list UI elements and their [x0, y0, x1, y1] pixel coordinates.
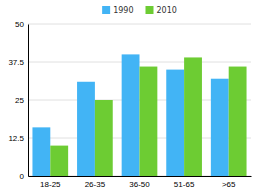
x-tick-label: >65: [222, 180, 236, 189]
y-tick: 12.5: [8, 134, 28, 143]
x-tick-label: 36-50: [129, 180, 150, 189]
x-tick: 18-25: [40, 180, 61, 189]
bars: [32, 54, 246, 176]
legend: 1990 2010: [102, 6, 177, 15]
bar-series: [32, 54, 228, 176]
legend-swatch: [146, 6, 154, 14]
x-axis: 18-25 26-35 36-50 51-65 >65: [29, 177, 252, 189]
bar: [229, 67, 247, 176]
bar: [50, 146, 68, 176]
legend-swatch: [102, 6, 110, 14]
grid-line: [28, 24, 251, 25]
legend-item: 1990: [102, 6, 133, 15]
legend-label: 2010: [157, 6, 177, 15]
bar: [77, 82, 95, 176]
x-tick: 26-35: [85, 180, 106, 189]
x-axis-line: [29, 176, 252, 177]
bar: [211, 79, 229, 176]
legend-label: 1990: [113, 6, 133, 15]
legend-item: 2010: [146, 6, 177, 15]
y-axis: 0 12.5 25 37.5 50: [8, 20, 28, 181]
x-tick-label: 26-35: [85, 180, 106, 189]
y-tick-label: 25: [15, 96, 24, 105]
x-tick-label: 51-65: [174, 180, 195, 189]
x-tick: 51-65: [174, 180, 195, 189]
bar: [95, 100, 113, 176]
x-tick-label: 18-25: [40, 180, 61, 189]
bar: [184, 57, 202, 176]
bar-series: [50, 57, 246, 176]
bar: [32, 127, 50, 176]
y-tick-label: 0: [20, 172, 25, 181]
y-tick: 50: [15, 20, 28, 29]
chart: 0 12.5 25 37.5 50 18-25 26-35 36-50 51-65 >65 1990…: [0, 0, 259, 194]
y-tick: 37.5: [8, 58, 28, 67]
bar: [140, 67, 158, 176]
x-tick: >65: [222, 180, 236, 189]
y-tick-label: 50: [15, 20, 24, 29]
y-tick-label: 12.5: [8, 134, 24, 143]
y-tick: 25: [15, 96, 28, 105]
grid: [28, 24, 251, 176]
x-tick: 36-50: [129, 180, 150, 189]
bar: [166, 70, 184, 176]
y-tick: 0: [20, 172, 28, 181]
plot: 0 12.5 25 37.5 50 18-25 26-35 36-50 51-65 >65: [8, 20, 251, 189]
bar: [122, 54, 140, 176]
y-tick-label: 37.5: [8, 58, 24, 67]
y-axis-line: [28, 25, 29, 177]
